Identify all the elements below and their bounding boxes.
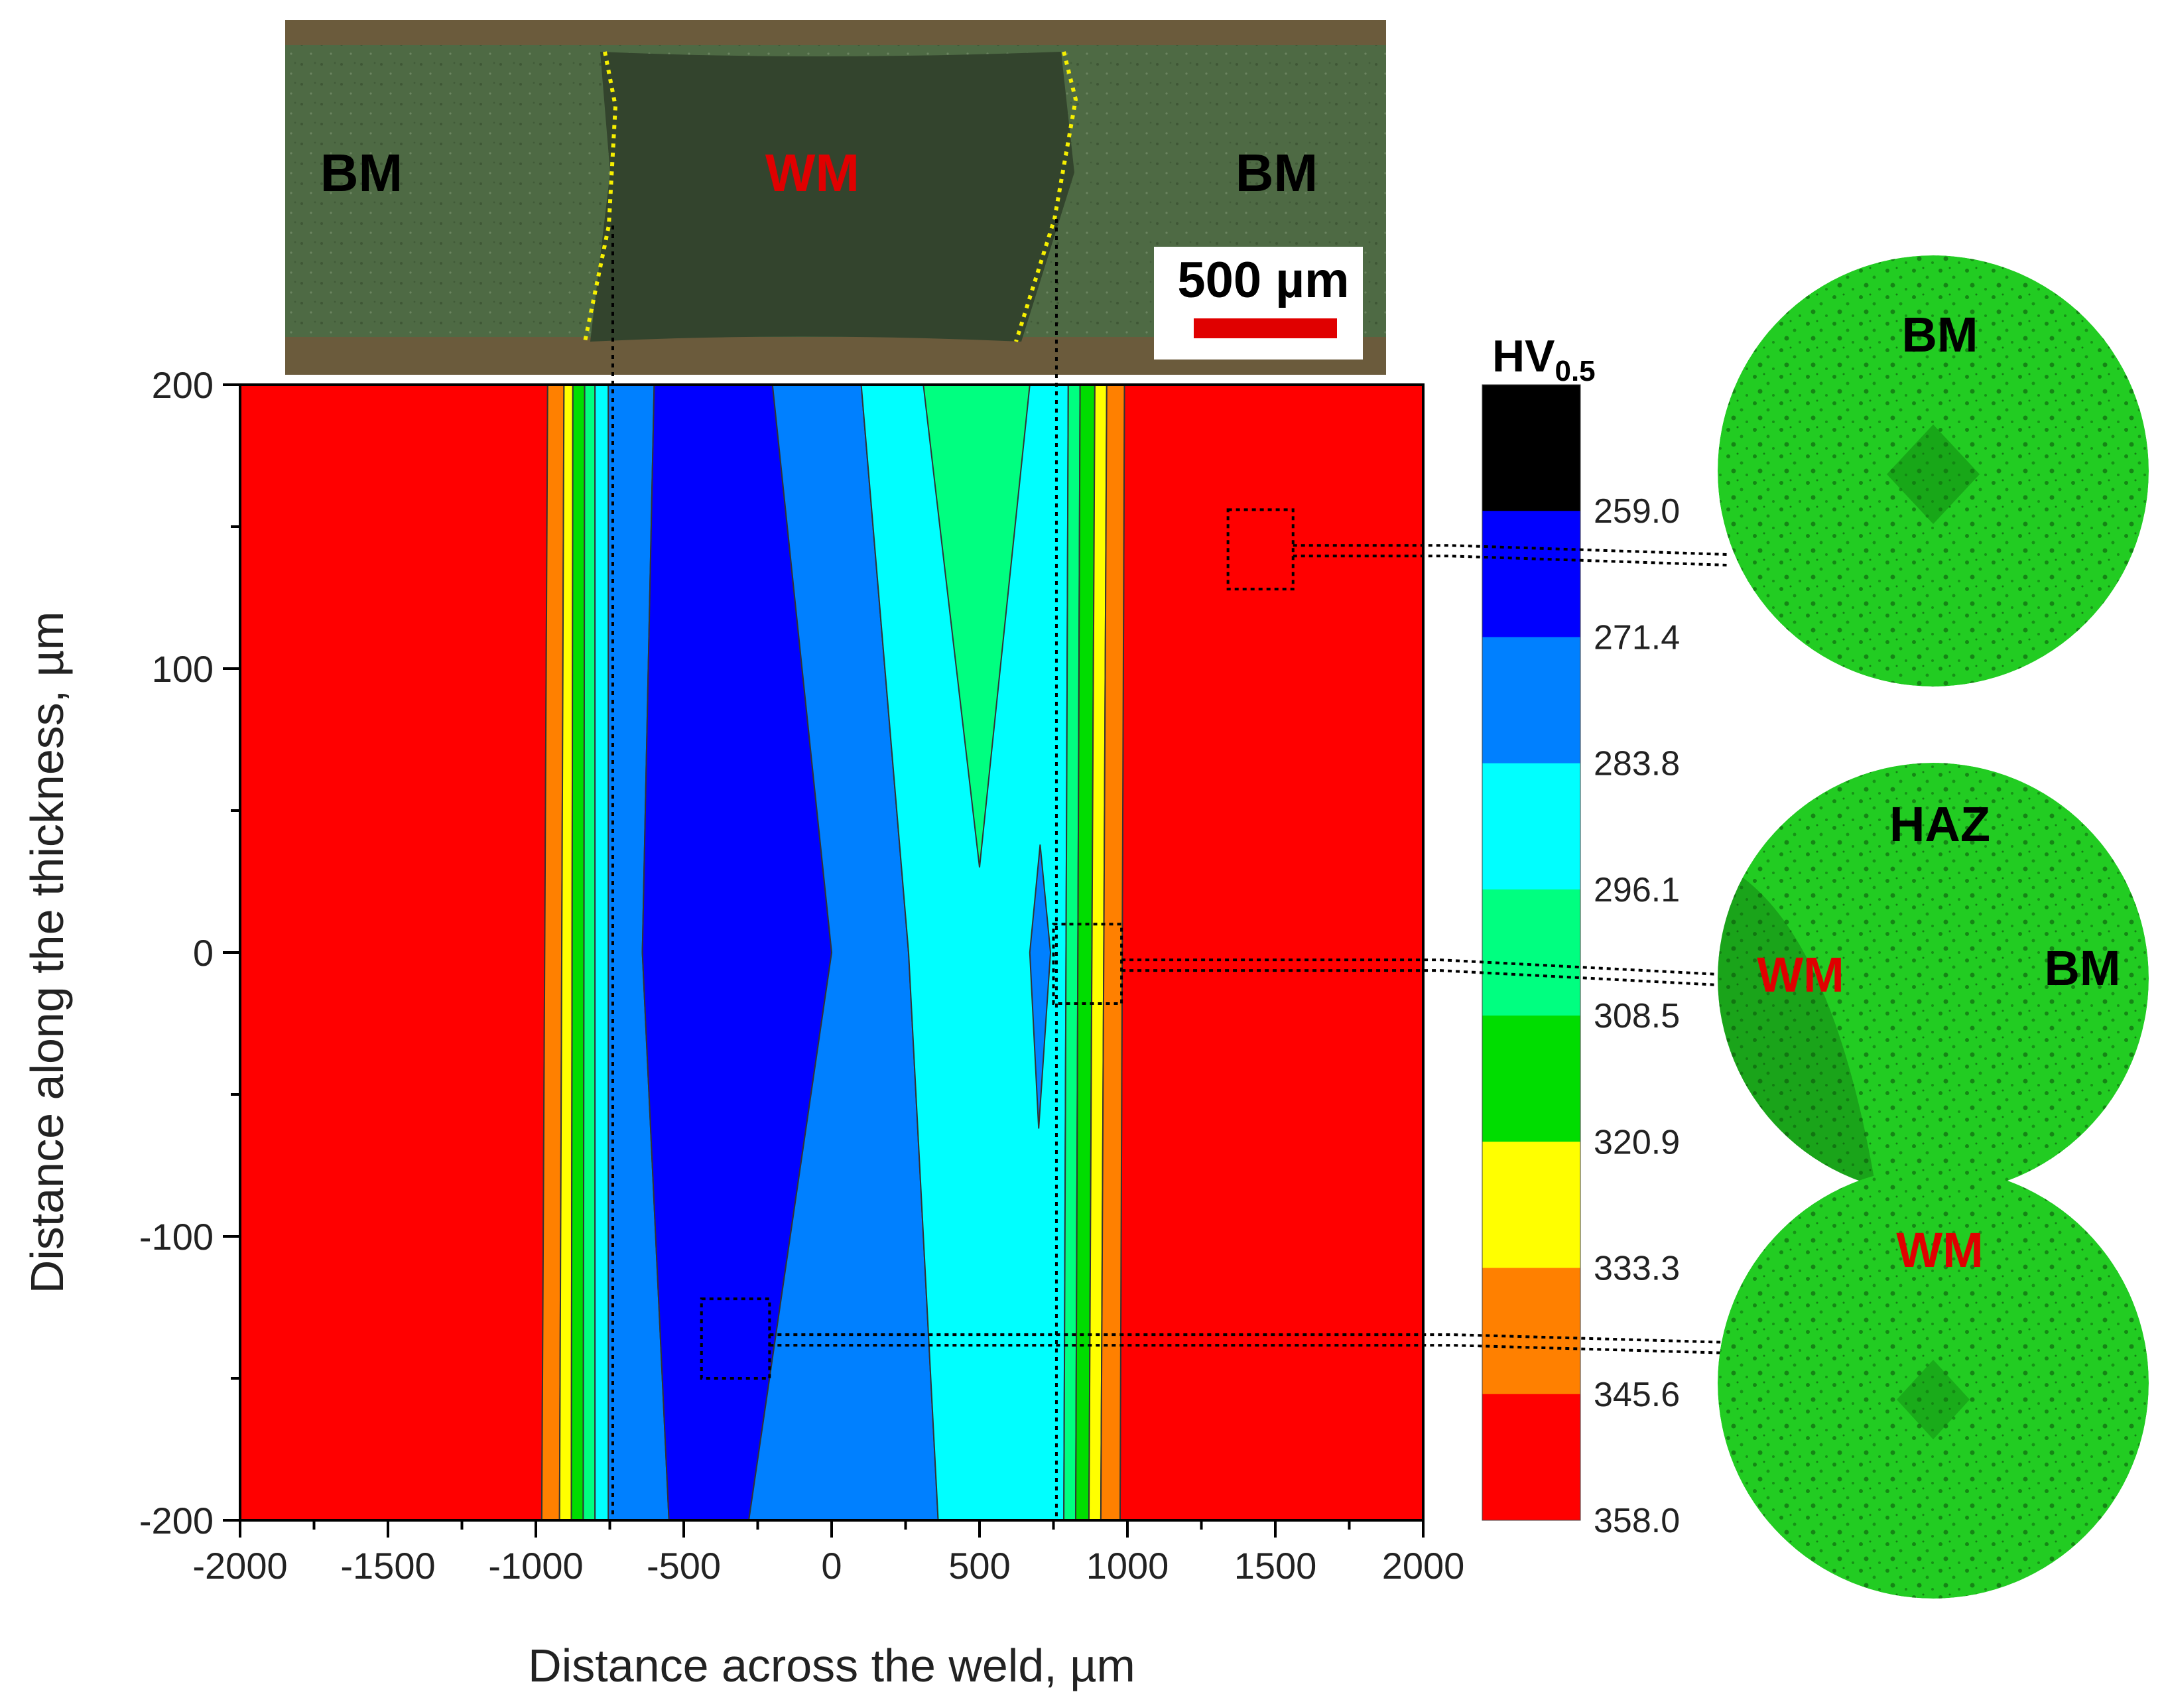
y-tick-label: 100 [152, 648, 214, 690]
colorbar-cell-1 [1482, 511, 1580, 637]
micrograph-label-wm: WM [765, 143, 859, 202]
inset-haz-label-haz: HAZ [1889, 797, 1990, 852]
weld-zone [590, 52, 1074, 342]
colorbar-frame [1482, 384, 1581, 1521]
y-tick-label: 0 [193, 932, 214, 974]
x-tick-label: -1500 [340, 1545, 435, 1587]
colorbar-level-label: 296.1 [1594, 871, 1680, 909]
scale-bar-label: 500 µm [1177, 252, 1349, 308]
inset-haz: HAZ WM BM [1718, 763, 2149, 1194]
inset-bm: BM [1718, 255, 2149, 687]
y-tick-label: 200 [152, 364, 214, 406]
scale-bar-box [1154, 247, 1363, 360]
contour-region-0 [239, 384, 548, 1521]
colorbar-cell-2 [1482, 637, 1580, 764]
x-tick-label: 1500 [1234, 1545, 1317, 1587]
colorbar-level-label: 271.4 [1594, 618, 1680, 657]
colorbar-labels: 259.0 271.4 283.8 296.1 308.5 320.9 333.3 345.6… [1594, 492, 1680, 1540]
fusion-line-right [1014, 51, 1078, 342]
inset-haz-label-wm: WM [1757, 947, 1844, 1002]
leader-line-haz-a [1121, 958, 1720, 976]
inset-bm-indent [1887, 425, 1980, 524]
inset-wm-label: WM [1896, 1222, 1984, 1278]
inset-haz-texture [1718, 763, 2149, 1194]
fusion-guides [611, 219, 1058, 1520]
inspection-box-haz [1052, 923, 1123, 1006]
colorbar-level-label: 283.8 [1594, 745, 1680, 783]
inset-wm-texture [1718, 1167, 2149, 1599]
colorbar: HV0.5 259.0 271.4 283.8 296.1 308.5 320.9 333.… [1482, 331, 1680, 1540]
colorbar-title-subscript: 0.5 [1555, 355, 1595, 387]
y-axis: 200 100 0 -100 -200 [139, 364, 240, 1542]
scale-bar [1194, 318, 1337, 338]
x-tick-label: -500 [647, 1545, 721, 1587]
contour-region-6 [594, 384, 609, 1521]
colorbar-cell-0 [1482, 385, 1580, 511]
colorbar-level-label: 259.0 [1594, 492, 1680, 531]
colorbar-level-label: 333.3 [1594, 1250, 1680, 1288]
micrograph-label-bm-right: BM [1236, 143, 1318, 202]
colorbar-cell-4 [1482, 889, 1580, 1016]
colorbar-title: HV0.5 [1492, 331, 1596, 387]
top-micrograph: BM WM BM 500 µm [285, 20, 1386, 375]
colorbar-level-label: 308.5 [1594, 997, 1680, 1035]
inset-bm-texture [1718, 255, 2149, 687]
contour-region-4 [570, 384, 586, 1521]
x-tick-label: 0 [821, 1545, 842, 1587]
x-tick-label: -2000 [192, 1545, 287, 1587]
inset-wm: WM [1718, 1167, 2149, 1599]
y-axis-label: Distance along the thickness, µm [21, 612, 73, 1294]
colorbar-cell-8 [1482, 1394, 1580, 1521]
colorbar-cell-3 [1482, 763, 1580, 890]
colorbar-cells [1482, 384, 1581, 1521]
contour-regions [239, 384, 1424, 1521]
contour-region-1 [1119, 384, 1424, 1521]
inset-wm-indent [1897, 1360, 1970, 1439]
x-tick-label: -1000 [488, 1545, 583, 1587]
colorbar-cell-7 [1482, 1268, 1580, 1395]
x-tick-label: 500 [948, 1545, 1010, 1587]
colorbar-level-label: 358.0 [1594, 1502, 1680, 1540]
contour-region-5 [582, 384, 596, 1521]
leader-line-wm-a [769, 1333, 1732, 1344]
leader-line-wm-b [769, 1344, 1732, 1354]
inset-haz-label-bm: BM [2044, 941, 2120, 996]
x-tick-label: 1000 [1086, 1545, 1169, 1587]
x-axis: -2000 -1500 -1000 -500 0 500 1000 1500 2000 [192, 1520, 1464, 1587]
inspection-boxes [700, 508, 1732, 1380]
contour-region-12 [1029, 844, 1052, 1129]
y-tick-label: -100 [139, 1216, 214, 1258]
colorbar-level-label: 345.6 [1594, 1376, 1680, 1414]
inspection-box-wm [700, 1297, 771, 1380]
x-axis-label: Distance across the weld, µm [528, 1640, 1135, 1691]
inspection-box-bm [1226, 508, 1295, 591]
colorbar-title-main: HV [1492, 331, 1555, 381]
y-tick-label: -200 [139, 1500, 214, 1542]
leader-line-haz-b [1121, 969, 1720, 986]
micrograph-label-bm-left: BM [320, 143, 403, 202]
colorbar-cell-6 [1482, 1142, 1580, 1269]
colorbar-level-label: 320.9 [1594, 1123, 1680, 1161]
fusion-line-left [583, 51, 618, 342]
colorbar-cell-5 [1482, 1016, 1580, 1142]
inset-bm-label: BM [1901, 307, 1978, 362]
contour-plot: -2000 -1500 -1000 -500 0 500 1000 1500 2000 2001… [21, 219, 1464, 1691]
x-tick-label: 2000 [1382, 1545, 1465, 1587]
